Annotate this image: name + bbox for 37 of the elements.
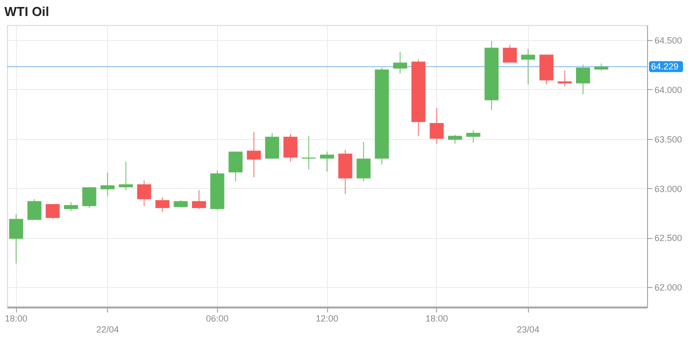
x-tick-label: 12:00 [316,314,338,324]
candlestick [100,172,115,197]
candlestick [320,151,334,172]
candlestick [466,129,480,144]
candlestick [137,180,152,207]
y-tick-label: 64.500 [654,35,682,46]
candlestick [430,108,444,144]
candlestick [283,133,298,162]
candlestick [46,204,60,220]
y-tick-label: 63.000 [654,184,682,194]
candlestick [27,198,42,220]
candlestick [246,131,261,178]
candlestick [118,161,133,191]
y-tick-label: 64.000 [654,84,682,95]
ref-line-label: 64.229 [651,62,679,72]
candlestick [393,51,408,74]
x-tick-label: 18:00 [4,314,28,324]
candlestick [265,132,280,160]
x-tick-label: 06:00 [206,314,229,324]
x-tick-label: 23/04 [516,324,540,334]
y-tick-label: 62.000 [654,282,682,293]
candlestick [521,48,536,85]
candlestick [82,186,96,209]
y-tick-label: 63.500 [654,134,682,144]
candlestick [228,151,243,182]
candlestick [356,141,371,182]
candlestick [9,213,24,264]
y-tick-label: 62.500 [654,233,682,244]
candlestick [302,135,316,170]
candlestick [502,44,517,64]
chart-title: WTI Oil [4,4,50,19]
candlestick [558,70,572,87]
candlestick [576,64,590,95]
x-tick-label: 18:00 [425,314,448,324]
candlestick [155,196,170,213]
x-tick-label: 22/04 [96,324,119,334]
candlestick [192,190,206,210]
